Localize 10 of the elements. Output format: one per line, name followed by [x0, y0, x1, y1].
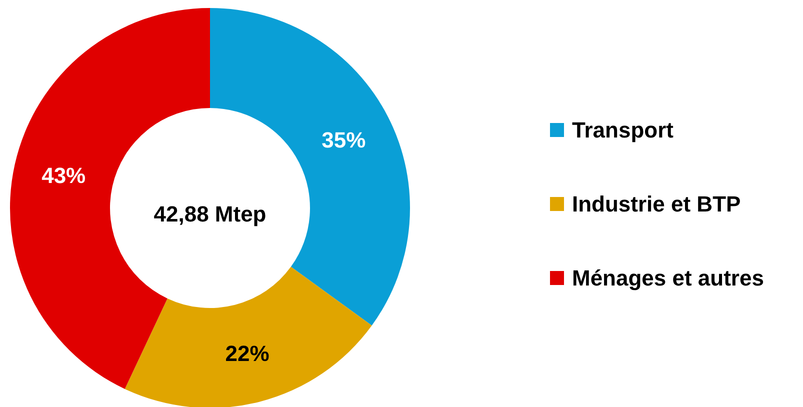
donut-slice [10, 8, 210, 389]
data-label: 22% [225, 340, 270, 366]
legend-label: Ménages et autres [572, 266, 764, 290]
data-label: 35% [322, 127, 366, 152]
donut-slice [210, 8, 410, 326]
text: 42,88 Mtep [154, 202, 266, 226]
legend-label: Transport [572, 118, 674, 142]
data-label: 43% [42, 162, 86, 188]
donut-slice [124, 266, 372, 407]
legend-label: Industrie et BTP [572, 192, 741, 216]
